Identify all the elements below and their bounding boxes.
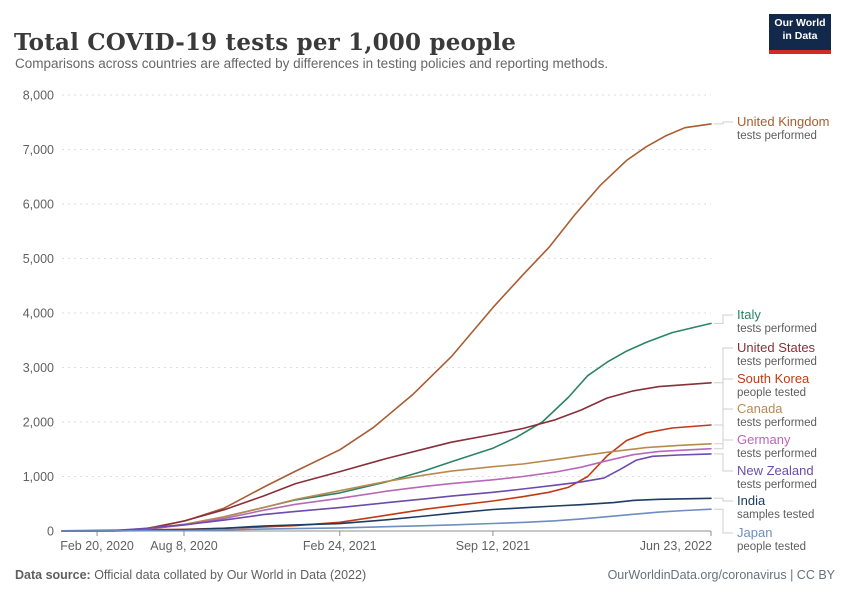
legend-connector-new-zealand bbox=[714, 453, 733, 472]
legend-entry-canada[interactable]: Canada tests performed bbox=[737, 401, 849, 430]
legend-connector-germany bbox=[714, 439, 733, 450]
y-axis-label: 0 bbox=[47, 525, 54, 539]
y-axis-label: 5,000 bbox=[23, 252, 54, 266]
legend-entry-germany[interactable]: Germany tests performed bbox=[737, 432, 849, 461]
legend-country-label: India bbox=[737, 493, 766, 508]
legend-measure-label: people tested bbox=[737, 387, 807, 399]
y-axis-label: 8,000 bbox=[23, 89, 54, 103]
page-title: Total COVID-19 tests per 1,000 people bbox=[14, 29, 517, 57]
legend-measure-label: tests performed bbox=[737, 130, 817, 142]
legend-country-label: Germany bbox=[737, 432, 791, 447]
owid-logo[interactable]: Our World in Data bbox=[769, 14, 831, 54]
series-line-united-kingdom[interactable] bbox=[61, 123, 712, 532]
legend-country-label: Canada bbox=[737, 401, 783, 416]
footer-attribution: OurWorldinData.org/coronavirus | CC BY bbox=[608, 568, 835, 582]
legend-connector-canada bbox=[714, 408, 733, 445]
owid-link[interactable]: OurWorldinData.org/coronavirus bbox=[607, 568, 787, 582]
x-axis-label: Aug 8, 2020 bbox=[150, 539, 217, 553]
series-line-south-korea[interactable] bbox=[61, 424, 712, 532]
y-axis-label: 3,000 bbox=[23, 361, 54, 375]
legend-country-label: New Zealand bbox=[737, 463, 814, 478]
legend-measure-label: people tested bbox=[737, 541, 807, 553]
legend-connector-south-korea bbox=[714, 378, 733, 426]
legend-connector-italy bbox=[714, 314, 733, 324]
data-source-note: Data source: Official data collated by O… bbox=[15, 568, 366, 582]
legend-connector-india bbox=[714, 497, 733, 502]
data-source-text: Official data collated by Our World in D… bbox=[90, 568, 367, 582]
owid-logo-line2: in Data bbox=[782, 30, 818, 42]
series-line-canada[interactable] bbox=[61, 442, 712, 532]
chart-canvas: 0 1,000 2,000 3,000 4,000 5,000 6,000 7,000 8,00… bbox=[23, 89, 733, 553]
x-axis-label: Jun 23, 2022 bbox=[640, 539, 712, 553]
legend-measure-label: tests performed bbox=[737, 356, 817, 368]
legend-measure-label: tests performed bbox=[737, 479, 817, 491]
legend-connector-japan bbox=[714, 508, 733, 534]
series-line-united-states[interactable] bbox=[61, 381, 712, 532]
legend-entry-japan[interactable]: Japan people tested bbox=[737, 525, 849, 554]
legend-entry-south-korea[interactable]: South Korea people tested bbox=[737, 371, 849, 400]
x-axis-label: Feb 20, 2020 bbox=[60, 539, 134, 553]
legend-entry-new-zealand[interactable]: New Zealand tests performed bbox=[737, 463, 849, 492]
legend-connector-united-states bbox=[714, 347, 733, 384]
legend-measure-label: samples tested bbox=[737, 509, 815, 521]
chart-footer: Data source: Official data collated by O… bbox=[15, 568, 835, 582]
legend-measure-label: tests performed bbox=[737, 448, 817, 460]
legend-connector-united-kingdom bbox=[714, 121, 733, 125]
y-axis-label: 6,000 bbox=[23, 198, 54, 212]
legend-country-label: United States bbox=[737, 340, 816, 355]
y-axis-label: 4,000 bbox=[23, 307, 54, 321]
legend-entry-italy[interactable]: Italy tests performed bbox=[737, 307, 849, 336]
legend-country-label: Japan bbox=[737, 525, 773, 540]
y-axis-label: 2,000 bbox=[23, 416, 54, 430]
series-line-japan[interactable] bbox=[61, 508, 712, 532]
legend-entry-united-states[interactable]: United States tests performed bbox=[737, 340, 849, 369]
y-axis-label: 7,000 bbox=[23, 143, 54, 157]
x-axis-label: Feb 24, 2021 bbox=[303, 539, 377, 553]
legend-country-label: Italy bbox=[737, 307, 761, 322]
x-axis-label: Sep 12, 2021 bbox=[456, 539, 530, 553]
owid-logo-line1: Our World bbox=[774, 17, 826, 29]
data-source-label: Data source: bbox=[15, 568, 91, 582]
series-line-germany[interactable] bbox=[61, 447, 712, 532]
legend-country-label: United Kingdom bbox=[737, 114, 830, 129]
chart-subtitle: Comparisons across countries are affecte… bbox=[15, 56, 609, 71]
series-line-italy[interactable] bbox=[61, 322, 712, 532]
y-axis-label: 1,000 bbox=[23, 470, 54, 484]
legend-measure-label: tests performed bbox=[737, 323, 817, 335]
license-text: | CC BY bbox=[786, 568, 835, 582]
series-line-new-zealand[interactable] bbox=[61, 453, 712, 532]
legend-entry-united-kingdom[interactable]: United Kingdom tests performed bbox=[737, 114, 849, 143]
legend-entry-india[interactable]: India samples tested bbox=[737, 493, 849, 522]
legend-country-label: South Korea bbox=[737, 371, 810, 386]
legend-measure-label: tests performed bbox=[737, 417, 817, 429]
